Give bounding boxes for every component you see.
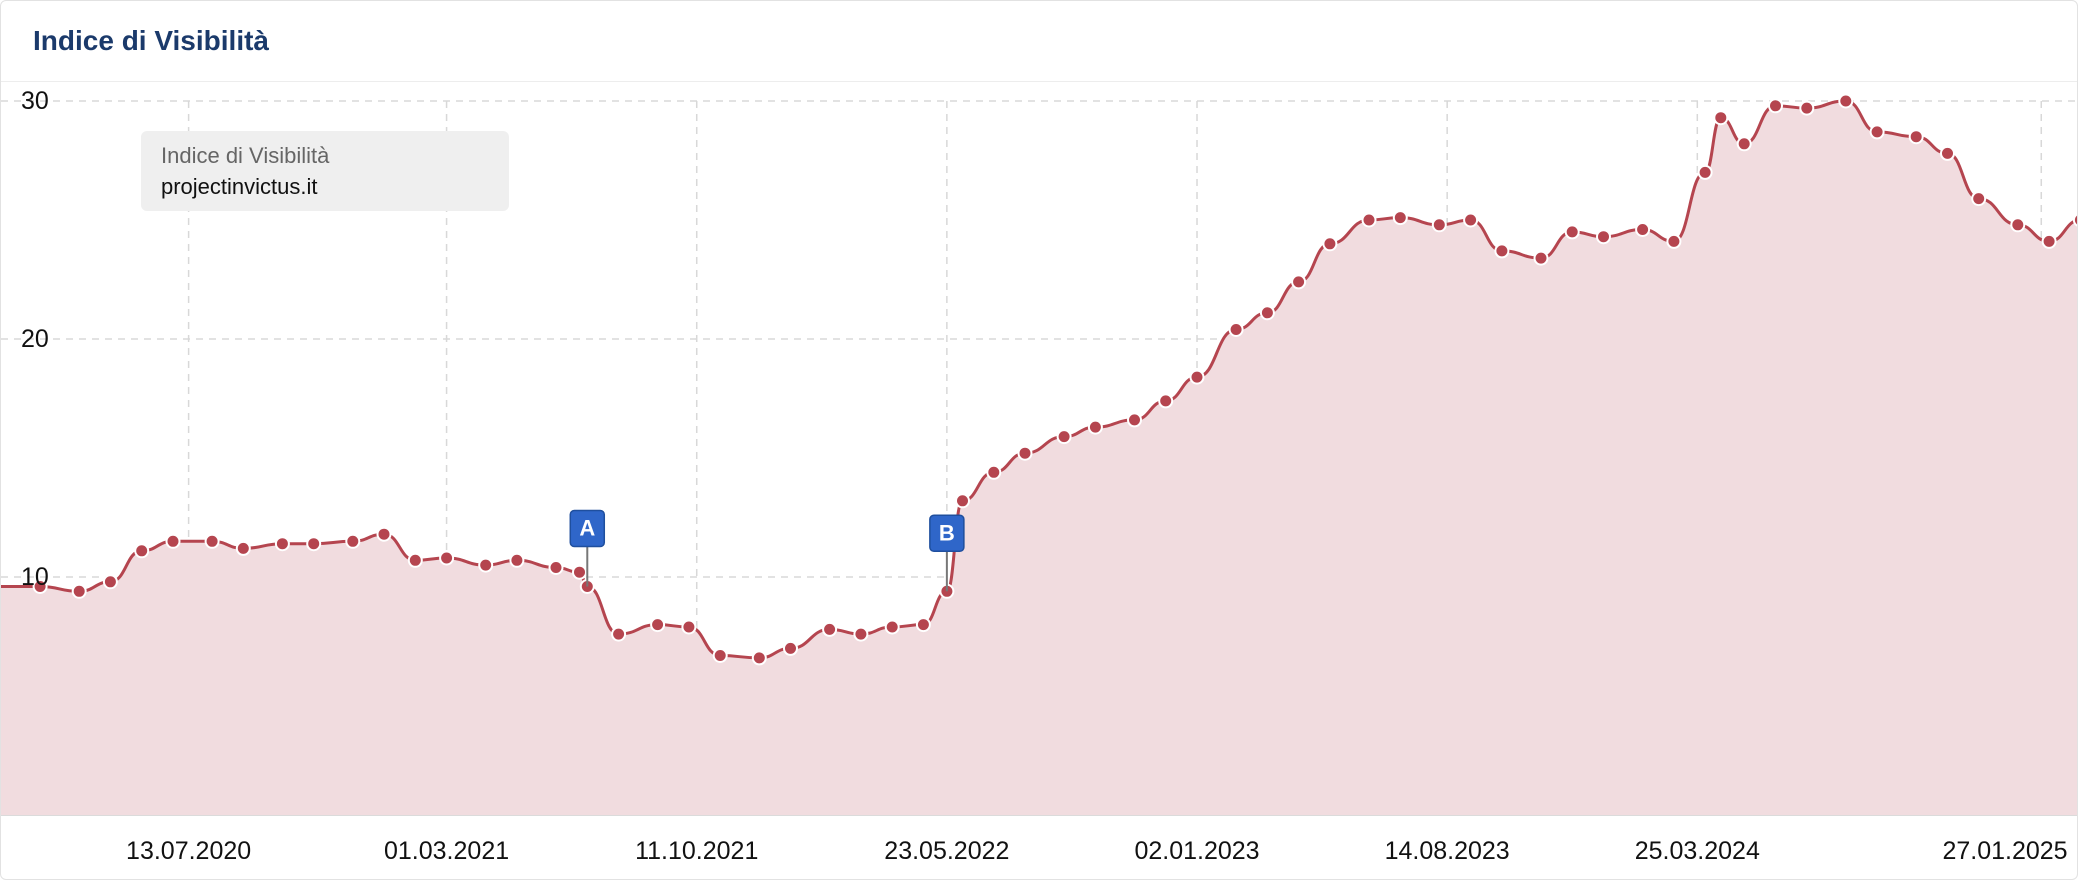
data-point[interactable] (1596, 229, 1611, 245)
data-point[interactable] (1291, 274, 1307, 290)
data-point[interactable] (306, 536, 322, 552)
data-point[interactable] (1087, 419, 1103, 435)
data-point[interactable] (204, 533, 220, 549)
data-point[interactable] (611, 626, 627, 642)
x-tick-label: 25.03.2024 (1635, 837, 1760, 865)
legend-domain: projectinvictus.it (161, 174, 318, 199)
data-point[interactable] (102, 574, 118, 590)
data-point[interactable] (1940, 145, 1955, 161)
visibility-area (1, 101, 2077, 815)
data-point[interactable] (712, 648, 728, 663)
data-point[interactable] (1463, 212, 1479, 228)
data-point[interactable] (1869, 124, 1885, 140)
event-marker-a[interactable]: A (569, 509, 606, 587)
data-point[interactable] (165, 533, 181, 549)
legend-series-label: Indice di Visibilità (161, 143, 330, 168)
y-axis: 10 20 30 (21, 87, 49, 591)
data-point[interactable] (509, 552, 525, 568)
data-point[interactable] (681, 619, 697, 635)
data-point[interactable] (986, 464, 1002, 480)
data-point[interactable] (1361, 212, 1377, 228)
data-point[interactable] (915, 617, 931, 633)
data-point[interactable] (572, 564, 587, 580)
y-tick-label: 10 (21, 563, 49, 591)
data-point[interactable] (1564, 224, 1580, 240)
data-point[interactable] (2010, 217, 2026, 233)
chart-legend: Indice di Visibilità projectinvictus.it (141, 131, 509, 211)
data-point[interactable] (1768, 98, 1783, 114)
x-axis: 13.07.2020 01.03.2021 11.10.2021 23.05.2022… (126, 837, 2068, 865)
data-point[interactable] (1736, 136, 1752, 152)
data-point[interactable] (345, 533, 361, 549)
data-point[interactable] (1908, 129, 1924, 145)
data-point[interactable] (1127, 412, 1142, 428)
data-point[interactable] (32, 579, 48, 594)
data-point[interactable] (274, 536, 290, 552)
data-point[interactable] (407, 552, 423, 568)
data-point[interactable] (1494, 243, 1510, 259)
x-tick-label: 27.01.2025 (1942, 837, 2067, 865)
event-marker-box[interactable] (569, 509, 606, 548)
data-point[interactable] (1017, 445, 1033, 461)
x-tick-label: 14.08.2023 (1385, 837, 1510, 865)
x-tick-label: 23.05.2022 (884, 837, 1009, 865)
data-point[interactable] (1697, 164, 1713, 180)
data-point[interactable] (650, 617, 666, 633)
data-point[interactable] (1322, 236, 1338, 252)
x-tick-label: 11.10.2021 (635, 837, 758, 865)
data-points (32, 93, 2077, 666)
page-title: Indice di Visibilità (33, 25, 269, 56)
data-point[interactable] (439, 550, 455, 566)
data-point[interactable] (1158, 393, 1174, 409)
data-point[interactable] (1259, 305, 1275, 321)
card-header: Indice di Visibilità (1, 1, 2077, 82)
data-point[interactable] (1713, 110, 1729, 126)
data-point[interactable] (71, 583, 87, 599)
data-point[interactable] (376, 526, 392, 542)
y-tick-label: 20 (21, 325, 49, 353)
data-point[interactable] (822, 621, 838, 637)
event-marker-label: B (939, 520, 955, 545)
data-point[interactable] (1056, 429, 1072, 445)
data-point[interactable] (1635, 222, 1651, 237)
data-point[interactable] (2072, 213, 2077, 227)
data-point[interactable] (751, 650, 767, 666)
data-point[interactable] (2041, 233, 2057, 249)
data-point[interactable] (1228, 322, 1244, 337)
event-marker-box[interactable] (929, 514, 965, 553)
data-point[interactable] (853, 626, 869, 642)
data-point[interactable] (1838, 93, 1854, 109)
data-point[interactable] (1189, 369, 1205, 385)
y-tick-label: 30 (21, 87, 49, 115)
x-tick-label: 13.07.2020 (126, 837, 251, 865)
data-point[interactable] (1533, 250, 1549, 266)
data-point[interactable] (1799, 100, 1815, 116)
data-point[interactable] (1971, 191, 1987, 207)
data-point[interactable] (134, 543, 150, 559)
data-point[interactable] (1431, 217, 1447, 233)
data-point[interactable] (478, 557, 494, 573)
x-tick-label: 01.03.2021 (384, 837, 509, 865)
event-marker-b[interactable]: B (929, 514, 965, 592)
x-tick-label: 02.01.2023 (1134, 837, 1259, 865)
data-point[interactable] (884, 619, 900, 635)
data-point[interactable] (1666, 233, 1682, 249)
data-point[interactable] (783, 640, 798, 656)
event-marker-label: A (579, 516, 595, 541)
data-point[interactable] (1392, 210, 1408, 226)
data-point[interactable] (235, 540, 251, 556)
data-point[interactable] (955, 493, 970, 509)
data-point[interactable] (548, 560, 564, 575)
